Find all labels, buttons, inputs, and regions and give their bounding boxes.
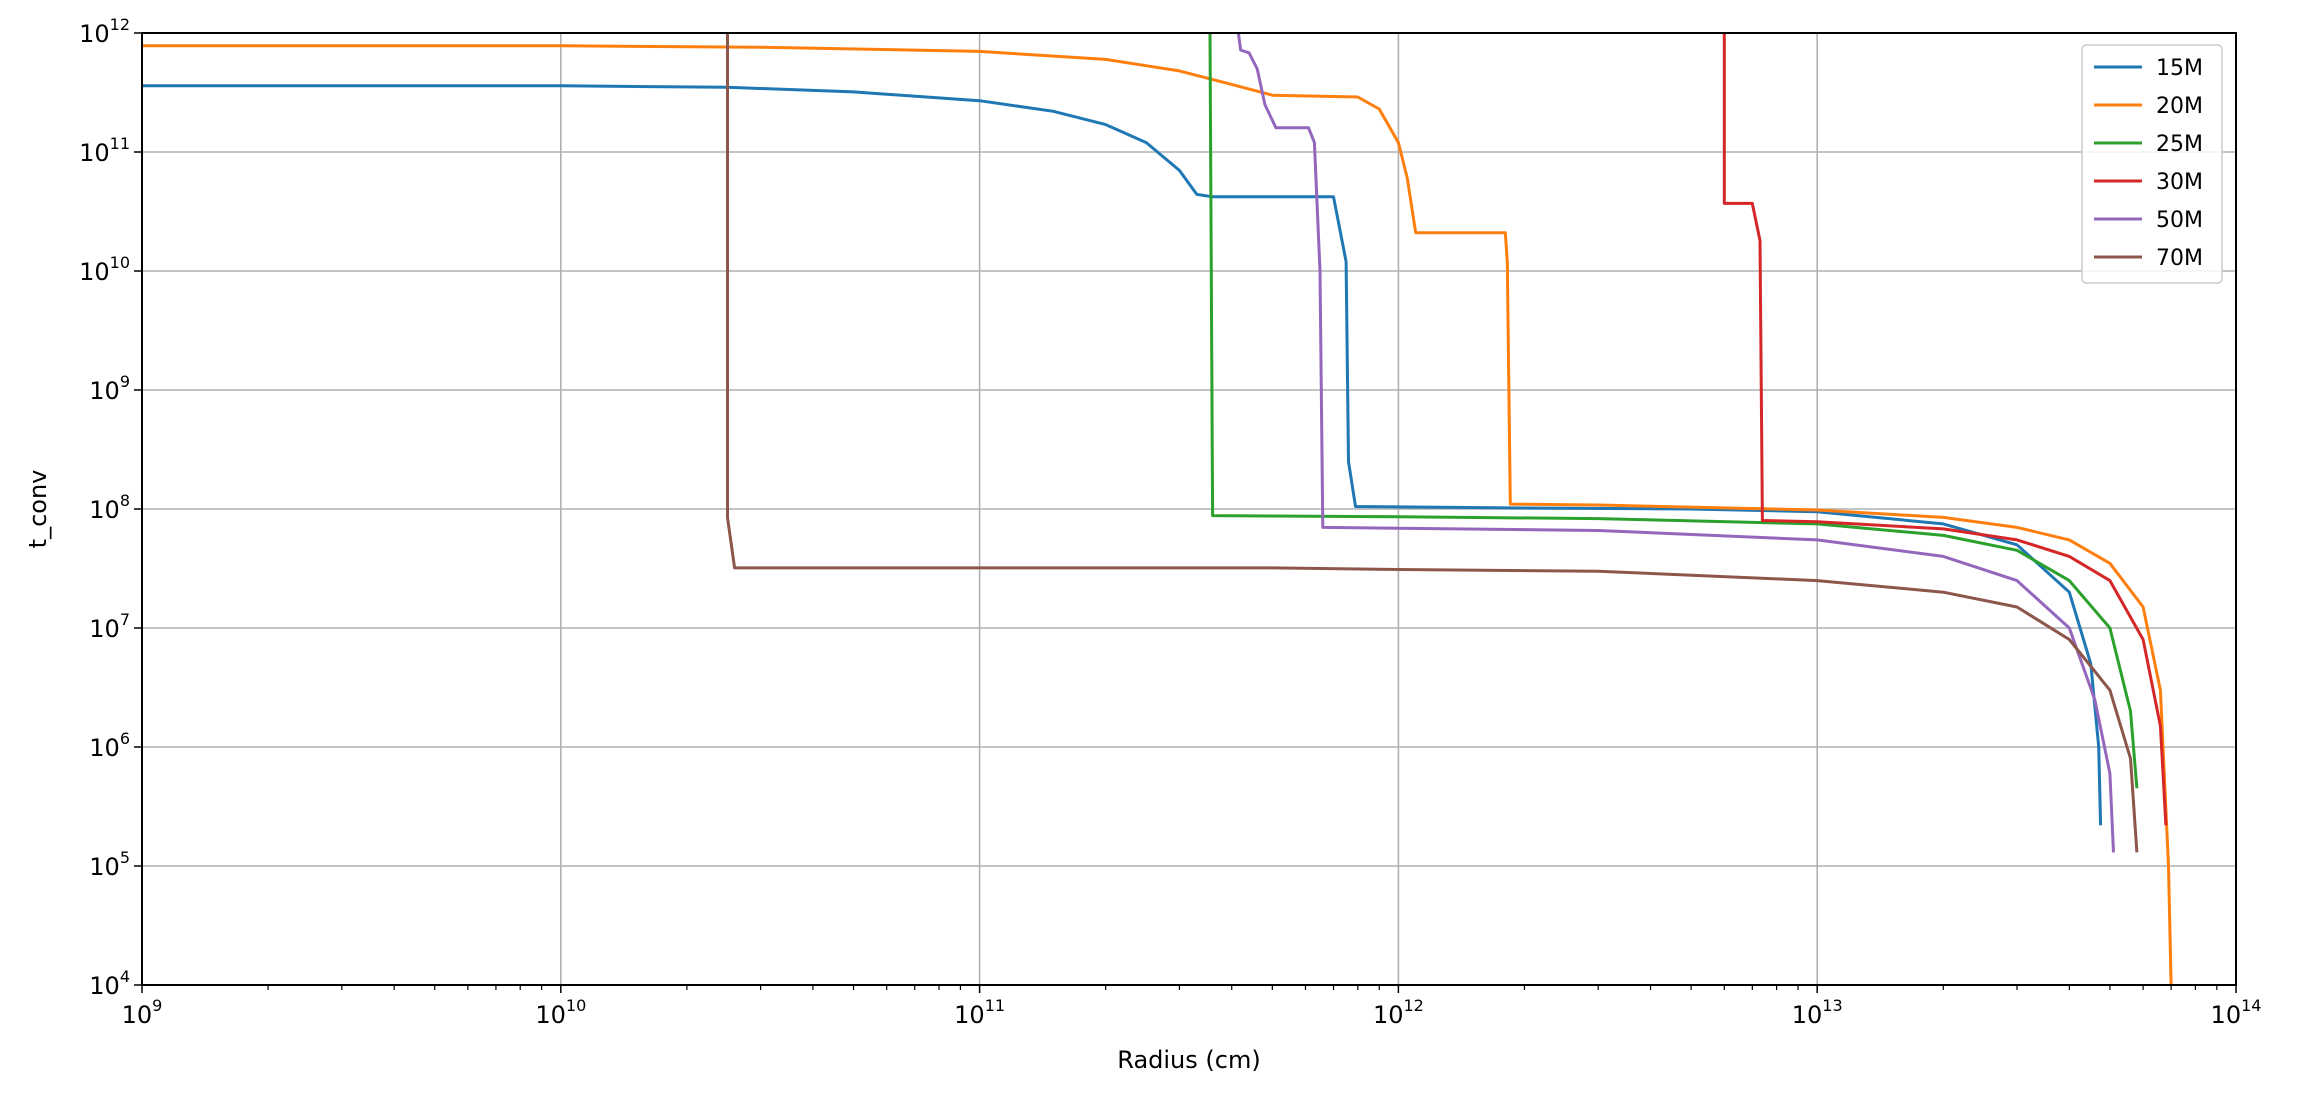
legend-label: 20M [2156,94,2203,119]
y-tick-label: 1012 [79,15,130,48]
legend-label: 30M [2156,170,2203,195]
x-axis-label: Radius (cm) [1117,1046,1260,1074]
y-axis-label: t_conv [24,470,52,549]
legend-label: 70M [2156,246,2203,271]
y-tick-label: 107 [89,610,130,643]
y-tick-label: 106 [89,729,130,762]
series-line-70M [726,33,2139,853]
series-line-50M [1236,32,2115,853]
x-tick-label: 1010 [535,996,586,1029]
x-tick-label: 1011 [954,996,1005,1029]
series-line-25M [1208,32,2139,789]
x-tick-label: 1012 [1373,996,1424,1029]
plot-lines [142,32,2173,986]
y-tick-label: 105 [89,848,130,881]
series-line-15M [142,84,2103,826]
legend-label: 50M [2156,208,2203,233]
legend-label: 15M [2156,56,2203,81]
x-tick-label: 109 [122,996,163,1029]
y-tick-label: 108 [89,491,130,524]
y-tick-label: 104 [89,967,130,1000]
legend-label: 25M [2156,132,2203,157]
tick-labels: 109 1010 1011 1012 1013 1014 104 105 106 107 108 10… [79,15,2261,1029]
y-tick-label: 109 [89,372,130,405]
legend: 15M 20M 25M 30M 50M 70M [2081,44,2223,284]
series-line-30M [1722,33,2168,826]
series-line-20M [142,44,2173,986]
x-tick-label: 1014 [2211,996,2262,1029]
x-tick-label: 1013 [1792,996,1843,1029]
y-tick-label: 1011 [79,134,130,167]
y-tick-label: 1010 [79,253,130,286]
